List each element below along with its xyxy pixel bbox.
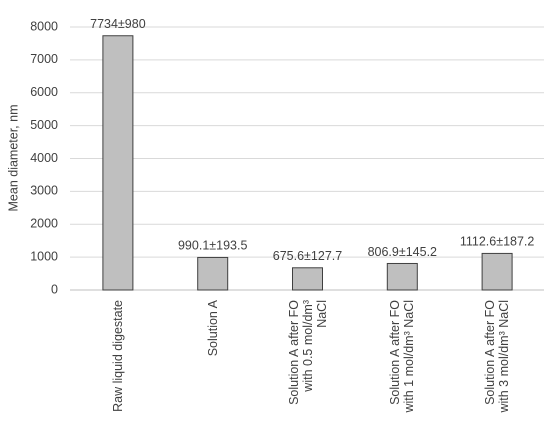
value-label: 806.9±145.2 — [368, 245, 437, 259]
value-label: 675.6±127.7 — [273, 249, 342, 263]
bar — [481, 252, 513, 291]
value-label: 7734±980 — [90, 17, 146, 31]
y-tick-label: 1000 — [30, 249, 58, 263]
y-tick-label: 2000 — [30, 217, 58, 231]
y-axis-title: Mean diameter, nm — [6, 105, 20, 212]
y-tick-label: 5000 — [30, 118, 58, 132]
x-tick-label: Solution A after FO with 1 mol/dm³ NaCl — [388, 300, 417, 413]
y-tick-label: 6000 — [30, 85, 58, 99]
x-tick-label: Solution A — [205, 300, 220, 357]
bar — [386, 262, 418, 291]
x-tick-label: Solution A after FO with 0.5 mol/dm³ NaC… — [286, 300, 329, 405]
bar — [197, 256, 229, 291]
y-tick-label: 3000 — [30, 184, 58, 198]
y-tick-label: 4000 — [30, 151, 58, 165]
y-tick-label: 8000 — [30, 19, 58, 33]
x-tick-label: Raw liquid digestate — [110, 300, 125, 412]
bar — [102, 35, 134, 291]
value-label: 990.1±193.5 — [178, 239, 247, 253]
value-label: 1112.6±187.2 — [460, 235, 535, 249]
y-tick-label: 0 — [51, 282, 58, 296]
x-tick-label: Solution A after FO with 3 mol/dm³ NaCl — [483, 300, 512, 413]
bar — [292, 267, 323, 291]
y-tick-label: 7000 — [30, 52, 58, 66]
